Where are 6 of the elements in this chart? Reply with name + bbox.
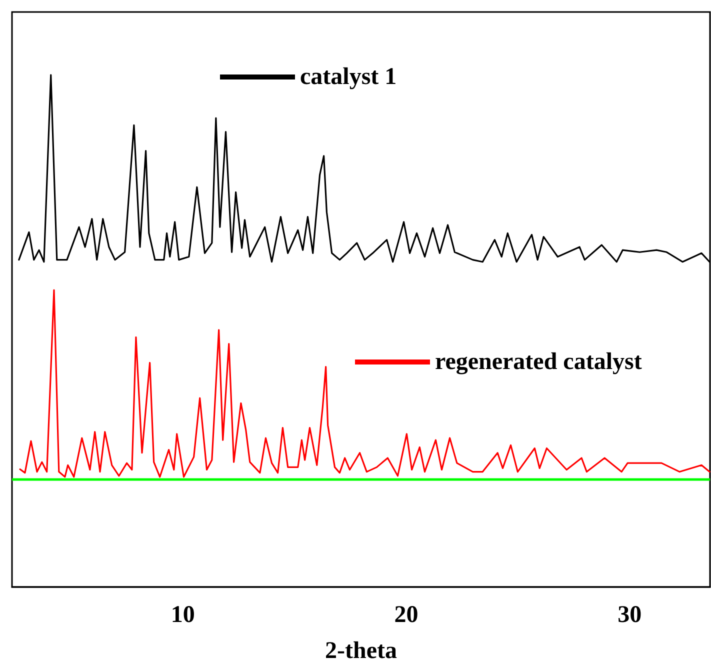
legend-label: regenerated catalyst <box>435 349 642 375</box>
x-axis-title: 2-theta <box>325 638 397 664</box>
x-tick-label: 30 <box>618 602 642 628</box>
x-tick-label: 10 <box>170 602 195 628</box>
x-tick-label: 20 <box>394 602 418 628</box>
legend-label: catalyst 1 <box>300 64 397 90</box>
